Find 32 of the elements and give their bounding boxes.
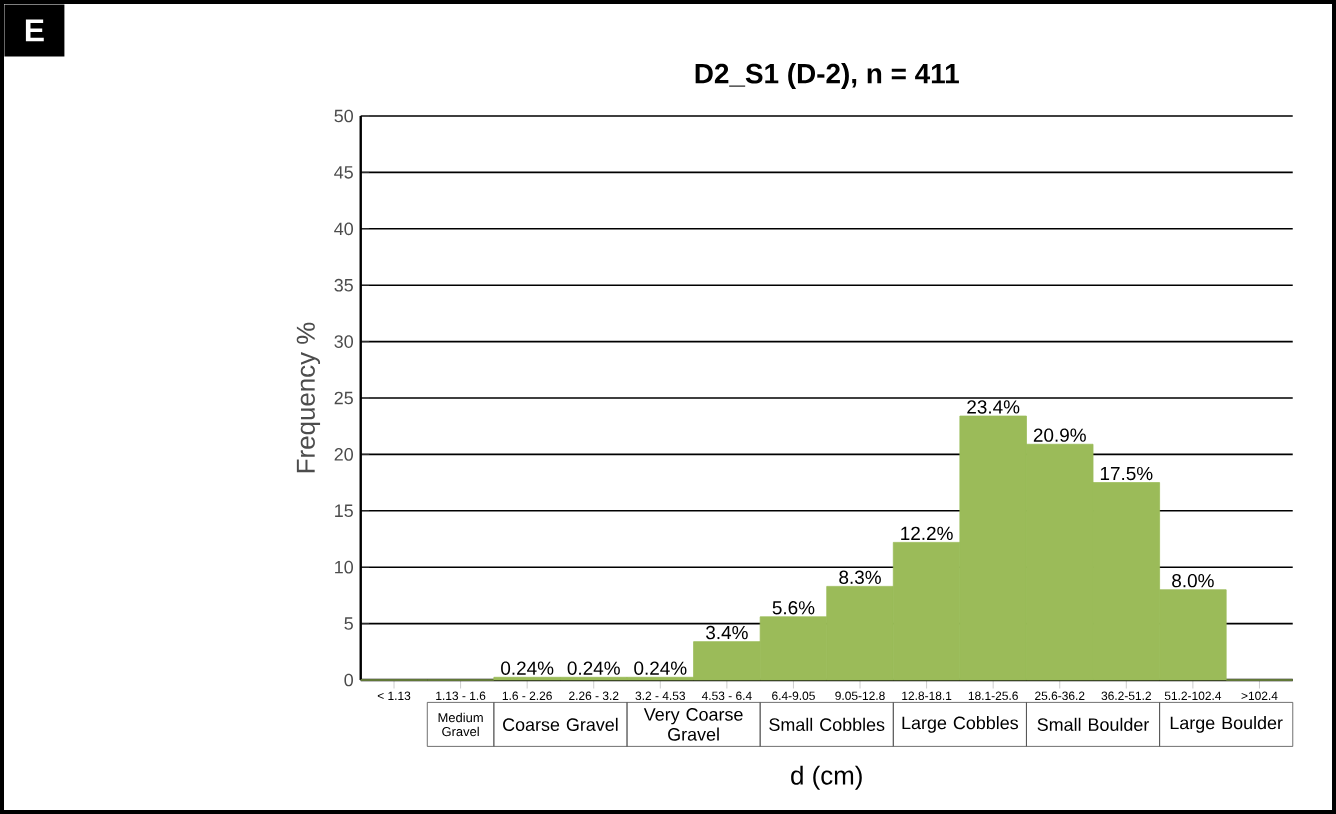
y-tick-label: 5 xyxy=(344,617,353,630)
data-label: 12.2% xyxy=(901,526,953,540)
y-tick-label: 50 xyxy=(334,109,353,123)
y-tick-label: 25 xyxy=(334,391,353,405)
y-tick-label: 15 xyxy=(335,504,353,518)
data-label: 23.4% xyxy=(967,400,1020,414)
y-tick-label: 30 xyxy=(334,335,353,348)
y-tick-label: 35 xyxy=(334,278,353,292)
data-label: 0.24% xyxy=(501,661,554,675)
data-label: 5.6% xyxy=(772,601,815,615)
data-label: 20.9% xyxy=(1033,428,1086,442)
data-label: 0.24% xyxy=(567,661,620,675)
y-tick-label: 45 xyxy=(334,166,353,179)
text: Small Cobbles xyxy=(769,717,885,731)
y-tick-label: 40 xyxy=(334,222,353,236)
chart-title: D2_S1 (D-2), n = 411 xyxy=(695,63,959,89)
text: E xyxy=(25,19,44,42)
text: Large Boulder xyxy=(1170,716,1283,733)
y-axis-title: Frequency % xyxy=(296,322,321,473)
data-label: 3.4% xyxy=(706,625,748,640)
data-label: 8.0% xyxy=(1172,573,1214,588)
text: Small Boulder xyxy=(1037,717,1150,731)
text: Large Cobbles xyxy=(902,716,1019,733)
data-label: 17.5% xyxy=(1100,466,1153,481)
data-label: 8.3% xyxy=(839,570,881,584)
y-tick-label: 20 xyxy=(334,448,353,461)
x-axis-title: d (cm) xyxy=(791,765,862,790)
y-tick-label: 0 xyxy=(344,673,353,687)
data-label: 0.24% xyxy=(634,661,687,675)
text: Very Coarse Gravel xyxy=(643,708,743,741)
text: Coarse Gravel xyxy=(503,717,618,731)
y-tick-label: 10 xyxy=(335,560,353,574)
